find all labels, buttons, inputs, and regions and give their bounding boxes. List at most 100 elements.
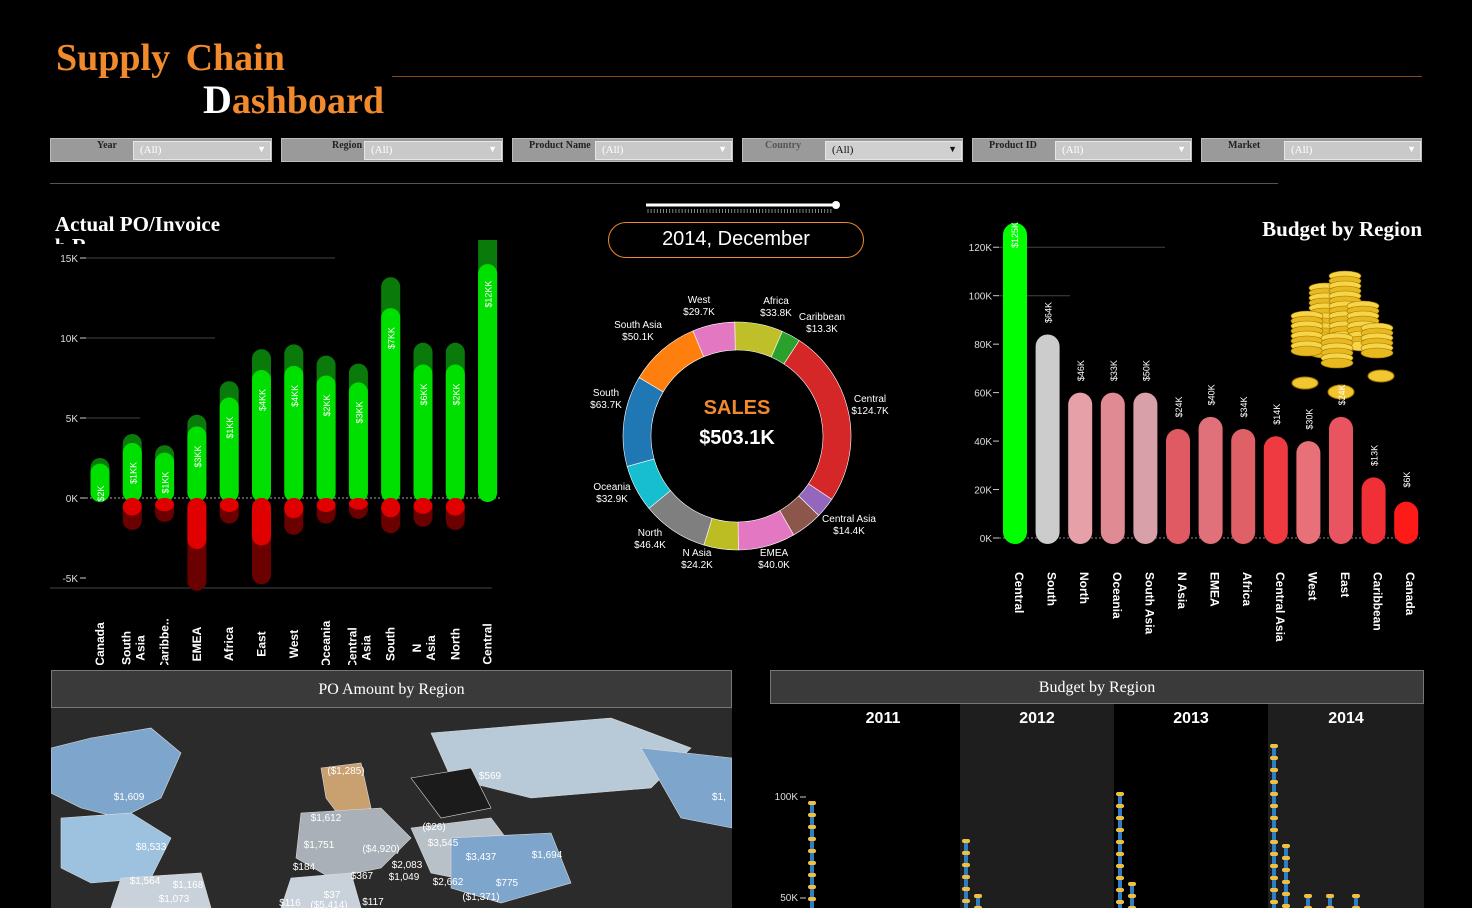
budget-bar[interactable]: [1068, 392, 1093, 544]
mongolia-region[interactable]: [410, 767, 492, 819]
budget-marker: [1116, 876, 1124, 880]
north-america-region[interactable]: [51, 727, 182, 819]
po-bar[interactable]: [413, 364, 433, 502]
budget-bar[interactable]: [1394, 501, 1419, 544]
bar-value-label: $24K: [1174, 396, 1184, 417]
invoice-bar[interactable]: [155, 498, 175, 512]
x-category-label: Canada: [93, 622, 107, 665]
chevron-down-icon: ▼: [1177, 144, 1186, 154]
filter-product-name: Product Name (All) ▼: [512, 138, 733, 162]
slice-name-label: Central: [854, 394, 886, 405]
budget-bar[interactable]: [1035, 334, 1060, 544]
invoice-bar[interactable]: [413, 498, 433, 514]
y-tick-label: 15K: [60, 254, 78, 265]
po-bar[interactable]: [90, 463, 110, 502]
coin-shape: [1327, 384, 1355, 400]
budget-bar[interactable]: [1231, 428, 1256, 544]
budget-bar[interactable]: [1296, 441, 1321, 544]
donut-slice[interactable]: [622, 377, 664, 467]
x-category-label: East: [1338, 572, 1352, 597]
budget-bar[interactable]: [1361, 477, 1386, 544]
map-value-label: $184: [293, 862, 316, 873]
budget-bar[interactable]: [1133, 392, 1158, 544]
budget-bar[interactable]: [1263, 436, 1288, 544]
invoice-bar[interactable]: [187, 498, 207, 550]
invoice-bar[interactable]: [445, 498, 465, 516]
budget-marker: [1326, 894, 1334, 898]
budget-marker: [1270, 876, 1278, 880]
map-value-label: $1,564: [130, 876, 161, 887]
budget-bar[interactable]: [1329, 416, 1353, 544]
invoice-bar[interactable]: [284, 498, 304, 519]
budget-bar[interactable]: [1100, 392, 1125, 544]
slice-value-label: $24.2K: [681, 560, 713, 571]
coin-shape: [1360, 347, 1394, 359]
donut-slice[interactable]: [783, 340, 852, 500]
budget-marker: [808, 849, 816, 853]
filter-country-select[interactable]: (All) ▼: [825, 141, 962, 160]
x-category-label: Asia: [359, 635, 373, 661]
donut-slice[interactable]: [692, 321, 736, 358]
chevron-down-icon: ▼: [1407, 144, 1416, 154]
po-amount-map[interactable]: $1,609 $8,533 $1,564 $1,168 $1,073 ($1,285) $5…: [51, 708, 732, 908]
po-bar[interactable]: [316, 375, 336, 502]
africa-north-region[interactable]: [280, 872, 362, 908]
filter-region-select[interactable]: (All) ▼: [364, 141, 502, 160]
slice-value-label: $33.8K: [760, 308, 792, 319]
budget-marker: [1270, 792, 1278, 796]
china-region[interactable]: [450, 832, 572, 904]
budget-bar[interactable]: [1166, 428, 1190, 544]
filter-product-id-select[interactable]: (All) ▼: [1055, 141, 1191, 160]
po-bar[interactable]: [445, 364, 465, 502]
budget-marker: [1282, 844, 1290, 848]
slider-handle[interactable]: [832, 201, 840, 209]
filter-year-select[interactable]: (All) ▼: [133, 141, 271, 160]
budget-marker: [1270, 756, 1278, 760]
x-category-label: West: [287, 630, 301, 658]
budget-marker: [1282, 892, 1290, 896]
map-value-label: $3,437: [466, 852, 497, 863]
budget-marker: [1270, 828, 1278, 832]
map-value-label: $1,694: [532, 850, 563, 861]
y-tick-label: 20K: [974, 486, 992, 497]
filter-product-name-select[interactable]: (All) ▼: [595, 141, 732, 160]
filter-market-select[interactable]: (All) ▼: [1284, 141, 1421, 160]
bar-value-label: $4KK: [290, 385, 300, 407]
chevron-down-icon: ▼: [718, 144, 727, 154]
po-bar[interactable]: [219, 397, 239, 502]
budget-bar[interactable]: [1003, 223, 1027, 544]
invoice-bar[interactable]: [219, 498, 239, 513]
budget-marker: [974, 894, 982, 898]
po-bar[interactable]: [155, 452, 175, 502]
invoice-bar[interactable]: [316, 498, 336, 513]
po-invoice-title: Actual PO/Invoice: [55, 212, 221, 236]
slice-name-label: EMEA: [760, 548, 789, 559]
date-slider[interactable]: [640, 196, 845, 216]
europe-region[interactable]: [295, 807, 412, 879]
budget-marker: [962, 887, 970, 891]
x-category-label: Asia: [133, 635, 147, 661]
map-value-label: $117: [362, 897, 384, 908]
po-bar[interactable]: [284, 365, 304, 502]
invoice-bar[interactable]: [122, 498, 142, 516]
x-category-label: Oceania: [319, 620, 333, 665]
alaska-region[interactable]: [640, 747, 732, 829]
po-bar[interactable]: [381, 308, 401, 502]
budget-bar[interactable]: [1198, 416, 1223, 544]
budget-marker: [1128, 882, 1136, 886]
invoice-bar[interactable]: [381, 498, 401, 518]
date-label[interactable]: 2014, December: [608, 222, 864, 258]
po-bar[interactable]: [122, 442, 142, 502]
po-bar[interactable]: [252, 370, 271, 502]
po-bar[interactable]: [478, 264, 498, 502]
filter-country: Country (All) ▼: [742, 138, 963, 162]
invoice-bar[interactable]: [252, 498, 271, 546]
po-bar[interactable]: [348, 382, 368, 502]
budget-marker: [1270, 888, 1278, 892]
slice-name-label: South: [593, 388, 619, 399]
central-america-region[interactable]: [110, 872, 212, 908]
map-value-label: $1,168: [173, 880, 204, 891]
po-bar[interactable]: [187, 426, 207, 502]
invoice-bar[interactable]: [348, 498, 368, 510]
bar-value-label: $13K: [1370, 445, 1380, 466]
